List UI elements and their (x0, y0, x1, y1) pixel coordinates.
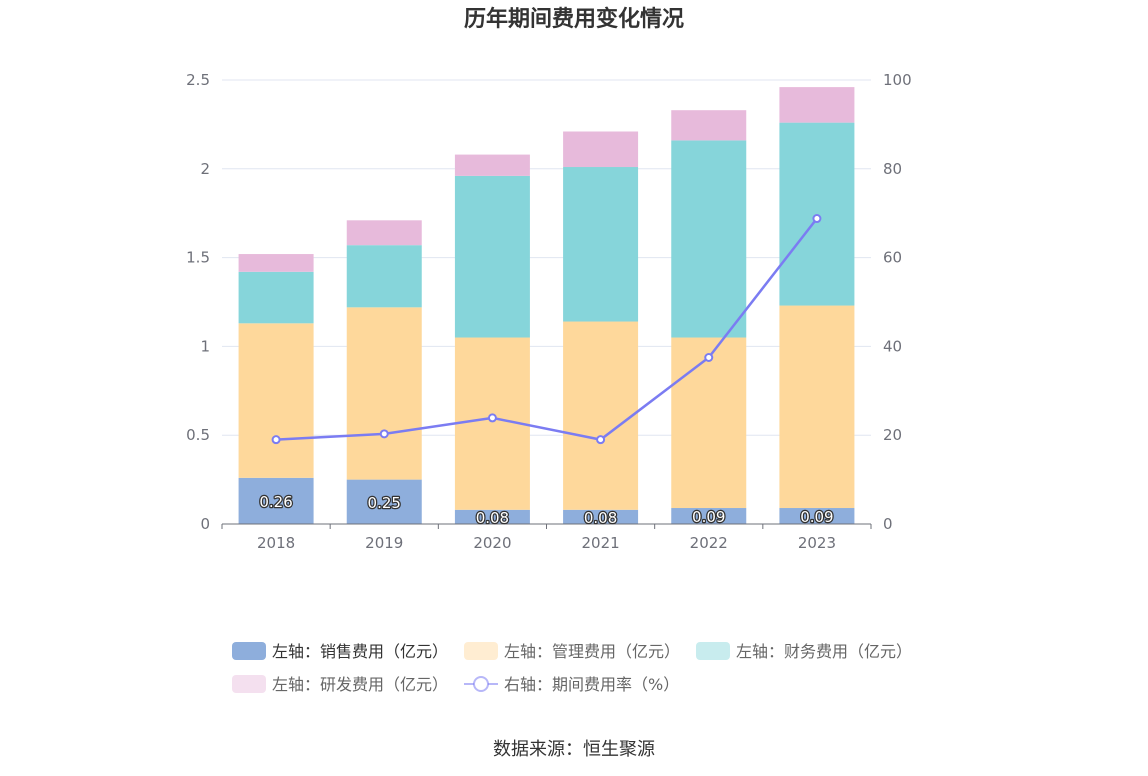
bar-data-label: 0.26 (259, 493, 292, 511)
bar-2020-series-3 (454, 154, 530, 176)
rate-line-point (487, 413, 497, 423)
bar-2022-series-2 (671, 140, 747, 338)
bar-2023-series-3 (779, 87, 855, 123)
legend-label-0: 左轴：销售费用（亿元） (272, 642, 448, 661)
x-axis-tick-label: 2020 (473, 534, 511, 552)
rate-line-point (704, 353, 714, 362)
legend: 左轴：销售费用（亿元） 左轴：管理费用（亿元） 左轴：财务费用（亿元） 左轴：研发费用… (232, 642, 912, 694)
bar-2019-series-3 (346, 220, 422, 246)
bar-2021-series-2 (563, 167, 639, 322)
bar-2022-series-1 (671, 337, 747, 509)
legend-label-2: 左轴：财务费用（亿元） (736, 642, 912, 661)
bar-2018-series-2 (238, 271, 314, 324)
bar-labels: 0.26 0.25 0.08 0.08 0.09 0.09 (258, 492, 835, 528)
bar-2019-series-0 (346, 479, 422, 524)
axes: 0 0.5 1 1.5 2 2.5 0 20 40 60 80 100 2018 2019 2020 2021… (186, 71, 912, 552)
bar-2018-series-3 (238, 254, 314, 272)
bar-data-label: 0.08 (584, 509, 617, 527)
legend-swatch-2 (696, 642, 730, 660)
left-axis-tick-label: 2 (200, 160, 210, 178)
bar-data-label: 0.09 (800, 508, 833, 526)
rate-line-point (812, 214, 822, 224)
x-axis-tick-label: 2019 (365, 534, 403, 552)
left-axis-tick-label: 0 (200, 515, 210, 533)
right-axis-tick-label: 100 (883, 71, 912, 89)
bar-2022-series-0 (671, 508, 747, 524)
bar-2019-series-2 (346, 245, 422, 308)
left-axis-tick-label: 1.5 (186, 249, 210, 267)
legend-swatch-1 (464, 642, 498, 660)
bar-2019-series-1 (346, 307, 422, 480)
bars (238, 87, 855, 524)
x-axis-tick-label: 2018 (257, 534, 295, 552)
left-axis-tick-label: 1 (200, 337, 210, 355)
rate-line-point (596, 435, 606, 445)
bar-2020-series-2 (454, 175, 530, 338)
bar-data-label: 0.09 (692, 508, 725, 526)
bar-data-label: 0.08 (476, 509, 509, 527)
x-axis-tick-label: 2022 (690, 534, 728, 552)
bar-2023-series-0 (779, 508, 855, 524)
rate-line-point (271, 435, 281, 445)
right-axis-tick-label: 20 (883, 426, 902, 444)
bar-2021-series-1 (563, 321, 639, 510)
left-axis-tick-label: 2.5 (186, 71, 210, 89)
legend-swatch-marker (473, 676, 489, 692)
legend-label-1: 左轴：管理费用（亿元） (504, 642, 680, 661)
bar-2018-series-1 (238, 323, 314, 478)
bar-2021-series-0 (563, 509, 639, 524)
legend-label-4: 右轴：期间费用率（%） (504, 675, 679, 694)
x-axis-tick-label: 2023 (798, 534, 836, 552)
left-axis-tick-label: 0.5 (186, 426, 210, 444)
source-note: 数据来源：恒生聚源 (493, 739, 655, 760)
bar-2018-series-0 (238, 477, 314, 524)
rate-line-path (276, 217, 818, 441)
bar-2023-series-1 (779, 305, 855, 509)
legend-label-3: 左轴：研发费用（亿元） (272, 675, 448, 694)
bar-2021-series-3 (563, 131, 639, 168)
rate-line-point (379, 429, 389, 439)
bar-2020-series-0 (454, 509, 530, 524)
legend-swatch-3 (232, 675, 266, 693)
right-axis-tick-label: 40 (883, 337, 902, 355)
rate-line (271, 214, 822, 445)
x-axis-tick-label: 2021 (581, 534, 619, 552)
right-axis-tick-label: 60 (883, 249, 902, 267)
right-axis-tick-label: 0 (883, 515, 893, 533)
chart-title: 历年期间费用变化情况 (464, 6, 684, 32)
legend-swatch-0 (232, 642, 266, 660)
bar-2022-series-3 (671, 110, 747, 141)
grid-lines (222, 79, 871, 436)
right-axis-tick-label: 80 (883, 160, 902, 178)
bar-data-label: 0.25 (368, 494, 401, 512)
